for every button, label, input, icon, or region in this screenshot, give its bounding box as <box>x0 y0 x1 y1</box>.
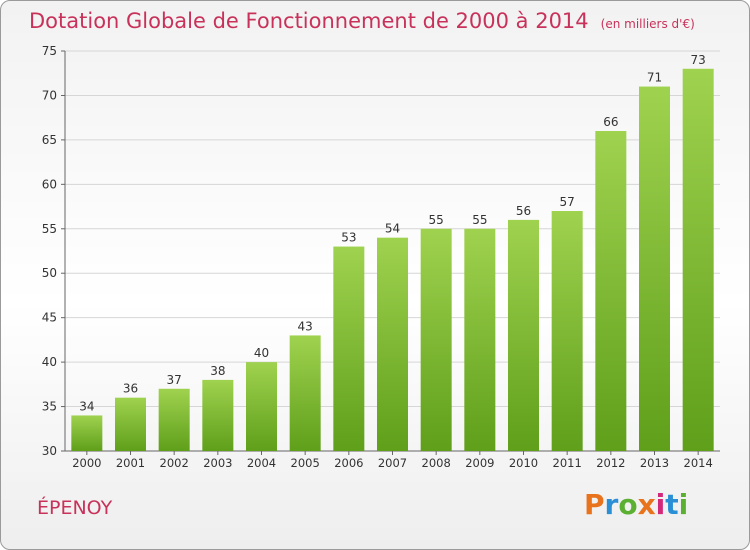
bar-2008 <box>420 228 452 451</box>
logo-letter: o <box>618 488 638 521</box>
value-label-2001: 36 <box>123 382 138 396</box>
value-label-2008: 55 <box>429 213 444 227</box>
value-label-2002: 37 <box>167 373 182 387</box>
bar-2004 <box>246 362 277 451</box>
x-tick-label-2009: 2009 <box>465 456 494 470</box>
x-tick-label-2012: 2012 <box>596 456 625 470</box>
value-label-2012: 66 <box>603 115 618 129</box>
y-tick-label-30: 30 <box>42 444 57 458</box>
logo-letter: i <box>678 488 689 521</box>
bar-layer <box>71 68 714 452</box>
y-tick-label-55: 55 <box>42 222 57 236</box>
bar-2011 <box>551 211 583 451</box>
x-tick-label-2003: 2003 <box>203 456 232 470</box>
bar-2006 <box>333 246 365 451</box>
x-tick-label-2002: 2002 <box>160 456 189 470</box>
y-tick-label-50: 50 <box>42 266 57 280</box>
x-tick-label-2008: 2008 <box>422 456 451 470</box>
value-label-2003: 38 <box>210 364 225 378</box>
value-label-2005: 43 <box>298 319 313 333</box>
commune-name: ÉPENOY <box>37 497 113 519</box>
x-tick-label-2014: 2014 <box>684 456 713 470</box>
bar-2009 <box>464 228 496 451</box>
bar-2014 <box>682 68 714 452</box>
logo-letter: P <box>584 488 605 521</box>
chart-title-text: Dotation Globale de Fonctionnement de 20… <box>29 9 589 33</box>
bar-2013 <box>639 86 670 452</box>
value-label-2006: 53 <box>341 231 356 245</box>
y-tick-label-45: 45 <box>42 311 57 325</box>
chart-subtitle: (en milliers d'€) <box>600 17 695 31</box>
chart-title: Dotation Globale de Fonctionnement de 20… <box>29 9 695 33</box>
x-tick-label-2013: 2013 <box>640 456 669 470</box>
label-layer: 34 2000 36 2001 37 2002 38 2003 40 2004 43 2005 53 20… <box>72 53 713 470</box>
bar-2005 <box>289 335 321 451</box>
y-tick-label-60: 60 <box>42 177 57 191</box>
bar-2003 <box>202 379 234 451</box>
logo-letter: t <box>665 488 679 521</box>
x-tick-label-2011: 2011 <box>553 456 582 470</box>
proxiti-logo: Proxiti <box>584 488 688 521</box>
bar-2002 <box>158 388 190 451</box>
value-label-2004: 40 <box>254 346 269 360</box>
value-label-2007: 54 <box>385 222 400 236</box>
logo-letter: i <box>655 488 666 521</box>
value-label-2000: 34 <box>79 399 94 413</box>
x-tick-label-2001: 2001 <box>116 456 145 470</box>
bar-2010 <box>508 219 539 451</box>
x-tick-label-2006: 2006 <box>334 456 363 470</box>
y-tick-label-65: 65 <box>42 133 57 147</box>
bar-2000 <box>71 415 103 451</box>
y-tick-label-70: 70 <box>42 88 57 102</box>
logo-letter: x <box>637 488 656 521</box>
bar-2012 <box>595 131 627 451</box>
value-label-2013: 71 <box>647 71 662 85</box>
value-label-2011: 57 <box>560 195 575 209</box>
value-label-2014: 73 <box>691 53 706 67</box>
y-tick-label-75: 75 <box>42 44 57 58</box>
bar-2007 <box>377 237 408 451</box>
x-tick-label-2000: 2000 <box>72 456 101 470</box>
value-label-2010: 56 <box>516 204 531 218</box>
x-tick-label-2004: 2004 <box>247 456 276 470</box>
y-tick-label-40: 40 <box>42 355 57 369</box>
value-label-2009: 55 <box>472 213 487 227</box>
logo-letter: r <box>604 488 619 521</box>
x-tick-label-2007: 2007 <box>378 456 407 470</box>
x-tick-label-2005: 2005 <box>291 456 320 470</box>
y-tick-label-35: 35 <box>42 400 57 414</box>
x-tick-label-2010: 2010 <box>509 456 538 470</box>
bar-2001 <box>115 397 146 451</box>
